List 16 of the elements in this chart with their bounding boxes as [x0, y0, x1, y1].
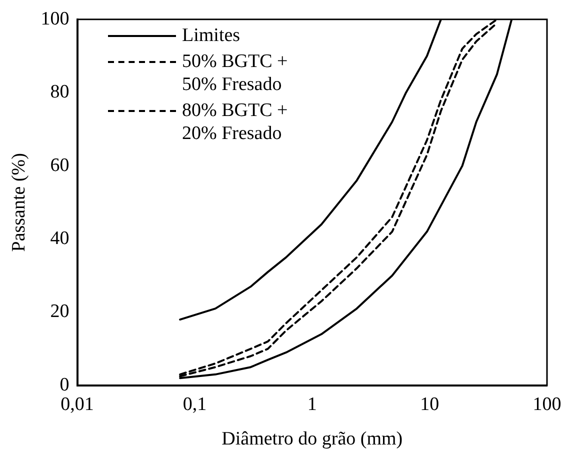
- x-tick-label: 0,01: [60, 394, 94, 415]
- y-axis-title: Passante (%): [8, 153, 30, 252]
- x-axis-title: Diâmetro do grão (mm): [222, 428, 403, 450]
- legend-label: Limites: [182, 24, 242, 47]
- legend-label: 50% BGTC + 50% Fresado: [182, 50, 289, 96]
- x-tick-label: 100: [532, 394, 562, 415]
- y-tick-label: 100: [40, 8, 70, 30]
- y-tick-label: 60: [50, 154, 70, 176]
- x-tick-label: 0,1: [182, 394, 207, 415]
- y-tick-label: 40: [50, 228, 70, 249]
- x-tick-label: 10: [420, 394, 440, 415]
- legend-label: 80% BGTC + 20% Fresado: [182, 99, 289, 145]
- y-tick-label: 0: [60, 374, 70, 396]
- y-tick-label: 80: [50, 82, 70, 103]
- y-tick-label: 20: [50, 301, 70, 322]
- x-tick-label: 1: [307, 394, 317, 415]
